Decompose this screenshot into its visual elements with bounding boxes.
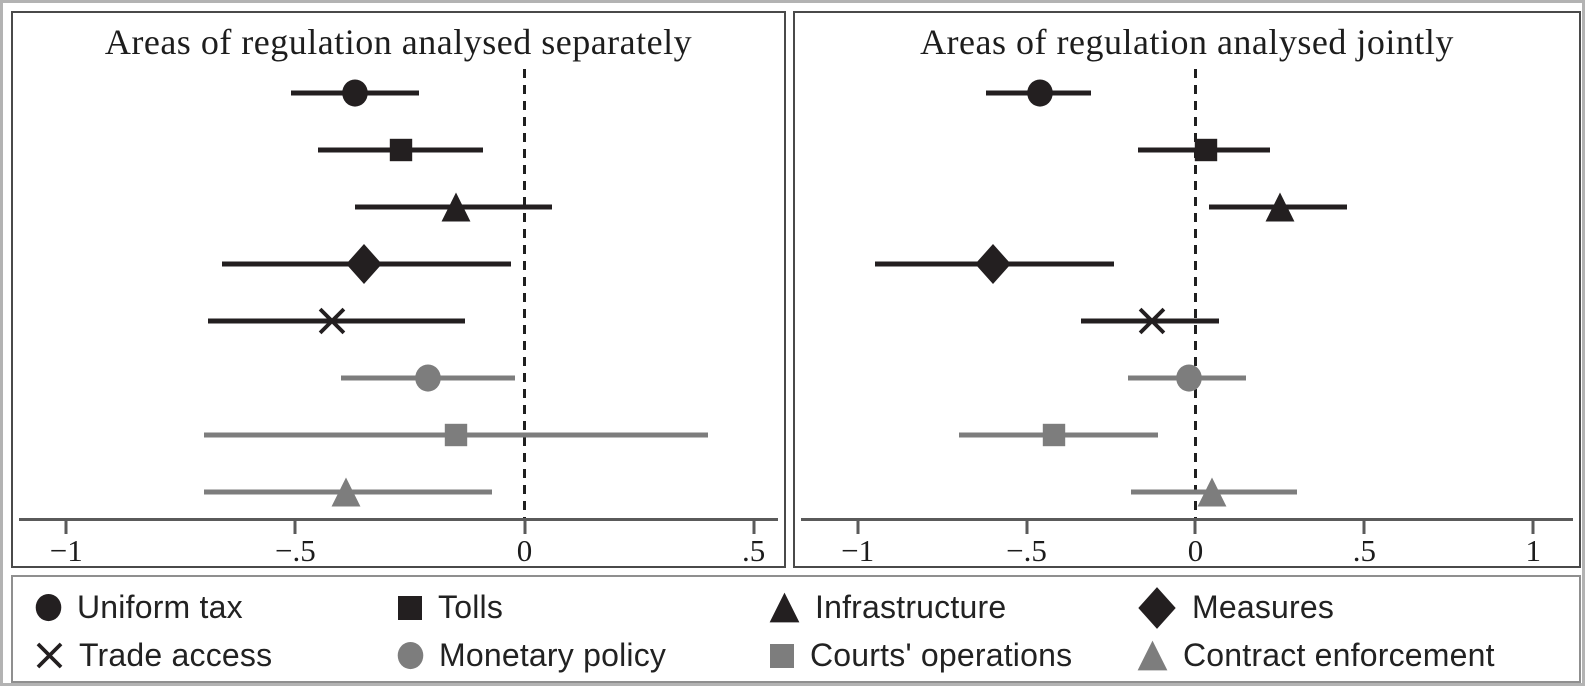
legend-item-label: Infrastructure	[815, 589, 1007, 626]
panel-analysed-separately: Areas of regulation analysed separately …	[11, 11, 786, 568]
marker-circle-uniform-tax	[339, 78, 370, 109]
legend-item-label: Contract enforcement	[1183, 637, 1495, 674]
square-icon	[767, 641, 797, 671]
marker-triangle-contract-enforcement	[329, 475, 363, 509]
marker-x-trade-access	[1135, 304, 1169, 338]
legend-item-label: Uniform tax	[77, 589, 243, 626]
marker-triangle-infrastructure	[439, 190, 473, 224]
x-axis-tick	[1193, 521, 1197, 534]
x-axis-tick-label: −.5	[1006, 533, 1047, 568]
x-axis-tick	[856, 521, 860, 534]
legend-item-courts-operations: Courts' operations	[767, 637, 1135, 674]
zero-reference-line	[1193, 69, 1197, 520]
marker-diamond-measures	[972, 243, 1014, 285]
x-axis-tick	[523, 521, 527, 534]
panel-title-jointly: Areas of regulation analysed jointly	[920, 22, 1454, 62]
legend-item-measures: Measures	[1135, 586, 1575, 630]
x-axis-tick-label: 0	[1187, 533, 1204, 568]
x-axis-tick-label: 0	[516, 533, 533, 568]
x-axis-tick-label: .5	[1352, 533, 1376, 568]
legend-item-uniform-tax: Uniform tax	[33, 589, 395, 626]
legend-item-infrastructure: Infrastructure	[767, 589, 1135, 626]
legend-box: Uniform tax Tolls Infrastructure Measures Tr…	[11, 575, 1581, 683]
marker-diamond-measures	[343, 243, 385, 285]
legend-item-trade-access: Trade access	[33, 637, 395, 674]
x-axis-tick	[1362, 521, 1366, 534]
marker-circle-monetary-policy	[1173, 362, 1204, 393]
zero-reference-line	[523, 69, 527, 520]
x-axis-tick-label: −.5	[275, 533, 316, 568]
legend-item-label: Courts' operations	[810, 637, 1073, 674]
marker-triangle-infrastructure	[1263, 190, 1297, 224]
triangle-icon	[1135, 638, 1170, 673]
plot-area-separately: −1 −.5 0 .5	[19, 65, 778, 568]
triangle-icon	[767, 590, 802, 625]
x-axis-tick	[752, 521, 756, 534]
legend-item-tolls: Tolls	[395, 589, 767, 626]
ci-line-trade-access	[208, 318, 465, 324]
marker-circle-uniform-tax	[1025, 78, 1056, 109]
x-axis-tick-label: 1	[1525, 533, 1541, 568]
legend-item-label: Tolls	[438, 589, 504, 626]
x-axis-tick	[64, 521, 68, 534]
circle-icon	[33, 592, 64, 623]
marker-circle-monetary-policy	[413, 362, 444, 393]
legend-item-contract-enforcement: Contract enforcement	[1135, 637, 1575, 674]
circle-icon	[395, 640, 426, 671]
legend-item-monetary-policy: Monetary policy	[395, 637, 767, 674]
panel-title-separately: Areas of regulation analysed separately	[104, 22, 693, 62]
x-axis-tick	[1531, 521, 1535, 534]
x-axis-line	[19, 518, 778, 521]
plot-area-jointly: −1 −.5 0 .5 1	[801, 65, 1573, 568]
square-icon	[395, 593, 425, 623]
x-icon	[33, 639, 66, 672]
panel-analysed-jointly: Areas of regulation analysed jointly −1−…	[793, 11, 1581, 568]
marker-square-courts-operations	[442, 421, 470, 449]
legend-item-label: Measures	[1192, 589, 1335, 626]
x-axis-tick-label: .5	[742, 533, 766, 568]
x-axis-tick-label: −1	[841, 533, 875, 568]
x-axis-tick	[1025, 521, 1029, 534]
legend-item-label: Monetary policy	[439, 637, 667, 674]
marker-square-courts-operations	[1040, 421, 1068, 449]
marker-square-tolls	[1192, 136, 1220, 164]
marker-x-trade-access	[315, 304, 349, 338]
legend-item-label: Trade access	[79, 637, 273, 674]
x-axis-line	[801, 518, 1573, 521]
x-axis-tick-label: −1	[49, 533, 83, 568]
marker-triangle-contract-enforcement	[1195, 475, 1229, 509]
diamond-icon	[1135, 586, 1179, 630]
marker-square-tolls	[387, 136, 415, 164]
x-axis-tick	[293, 521, 297, 534]
